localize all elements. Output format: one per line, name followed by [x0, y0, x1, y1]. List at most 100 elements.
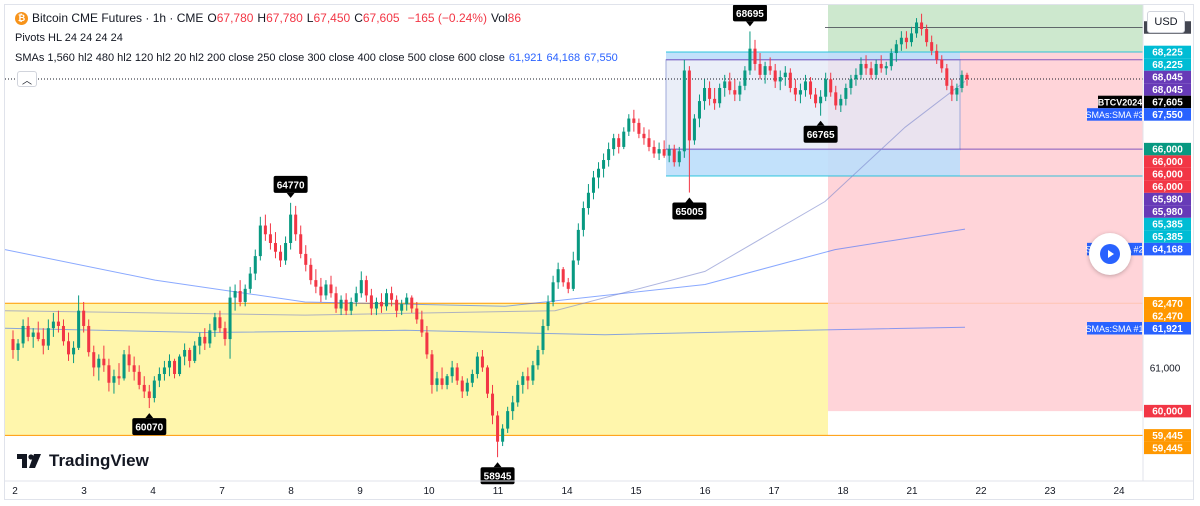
candle-body: [162, 367, 166, 375]
price-tag-text: 66,000: [1152, 145, 1183, 156]
ohlc-value-o: 67,780: [216, 11, 254, 25]
candle: [470, 369, 474, 388]
candle-body: [839, 98, 843, 106]
candle: [940, 55, 944, 73]
candle: [395, 295, 399, 318]
candle: [703, 79, 707, 110]
candle: [682, 59, 686, 158]
candle-body: [228, 297, 232, 340]
candle: [198, 332, 202, 355]
candle: [551, 275, 555, 307]
candle: [657, 142, 661, 161]
candle: [41, 328, 45, 355]
candle: [894, 39, 898, 62]
candle-body: [67, 341, 71, 355]
candle: [364, 275, 368, 302]
candle-body: [440, 378, 444, 385]
candle-body: [617, 138, 621, 147]
candle: [829, 72, 833, 97]
candle-body: [284, 243, 288, 261]
candle: [67, 332, 71, 361]
candle: [258, 216, 262, 261]
price-tag-text: 59,445: [1152, 443, 1183, 454]
candle: [92, 345, 96, 377]
candle: [788, 68, 792, 93]
candle-body: [364, 280, 368, 296]
smas-legend[interactable]: SMAs 1,560 hl2 480 hl2 120 hl2 20 hl2 20…: [15, 52, 618, 64]
price-tag: 68,225: [1144, 58, 1191, 71]
replay-button[interactable]: [1089, 233, 1131, 275]
price-tag-bg: [1144, 83, 1191, 96]
pivot-pointer: [145, 413, 154, 419]
candle-body: [642, 133, 646, 139]
candle: [521, 371, 525, 394]
time-tick-label: 10: [423, 486, 435, 497]
candle-body: [455, 367, 459, 381]
candle: [485, 365, 489, 399]
price-change: −165 (−0.24%): [407, 11, 487, 25]
pivots-label[interactable]: Pivots HL 24 24 24 24: [15, 32, 123, 44]
candle-body: [26, 325, 30, 337]
chart-canvas[interactable]: 60070647705894565005686956676561,00067,0…: [5, 5, 1194, 500]
price-tag-text: 68,225: [1152, 60, 1183, 71]
volume-value: 86: [507, 11, 521, 25]
price-tag-bg: [1144, 108, 1191, 121]
candle-body: [390, 293, 394, 300]
pivot-text: 64770: [277, 180, 305, 191]
target-zone: [828, 5, 1143, 52]
pivots-legend[interactable]: Pivots HL 24 24 24 24: [15, 32, 123, 44]
candle-body: [258, 225, 262, 257]
candle: [960, 70, 964, 93]
candle-body: [233, 291, 237, 298]
sma-tag-bg: [1087, 108, 1142, 121]
candle-body: [879, 63, 883, 69]
candle: [491, 384, 495, 425]
symbol-title[interactable]: Bitcoin CME Futures · 1h · CME: [32, 11, 204, 25]
price-tag-text: 66,000: [1152, 170, 1183, 181]
candle-body: [960, 74, 964, 88]
candle-body: [586, 192, 590, 209]
candle-body: [183, 349, 187, 357]
pivot-pointer: [685, 197, 694, 203]
candle-body: [87, 325, 91, 353]
candle: [253, 249, 257, 281]
time-tick-label: 21: [906, 486, 918, 497]
price-tag-text: 65,980: [1152, 195, 1183, 206]
currency-button[interactable]: USD: [1147, 11, 1185, 33]
candle-body: [157, 374, 161, 381]
candle-body: [147, 391, 151, 399]
candle-body: [657, 149, 661, 154]
candle-body: [450, 367, 454, 377]
candle: [279, 245, 283, 268]
tradingview-logo[interactable]: TradingView: [17, 451, 149, 471]
price-tag-bg: [1144, 322, 1191, 335]
symbol-legend[interactable]: ₿ Bitcoin CME Futures · 1h · CME O67,780…: [15, 11, 521, 25]
candle: [87, 319, 91, 357]
candle-body: [400, 304, 404, 311]
sma-value-1: 61,921: [508, 52, 543, 64]
candle: [778, 70, 782, 91]
candle: [783, 66, 787, 86]
candle: [188, 347, 192, 368]
candle: [647, 129, 651, 152]
price-tag-bg: [1144, 45, 1191, 59]
candle: [385, 288, 389, 311]
time-tick-label: 2: [12, 486, 18, 497]
smas-label[interactable]: SMAs 1,560 hl2 480 hl2 120 hl2 20 hl2 20…: [15, 52, 505, 64]
chart-frame: 60070647705894565005686956676561,00067,0…: [4, 4, 1194, 500]
candle-body: [92, 352, 96, 368]
candle: [889, 48, 893, 71]
candle-body: [829, 79, 833, 93]
candle: [354, 286, 358, 307]
collapse-legend-button[interactable]: ︿: [17, 71, 37, 87]
candle-body: [622, 131, 626, 147]
candle-body: [97, 358, 101, 368]
range-box-bottom-band: [666, 149, 960, 176]
candle-body: [798, 90, 802, 95]
demand-zone: [5, 303, 828, 436]
candle: [450, 360, 454, 383]
price-tag: 68,045: [1144, 83, 1191, 96]
price-tag-text: 64,168: [1152, 245, 1183, 256]
candle-body: [889, 53, 893, 67]
price-tag-text: 65,385: [1152, 220, 1183, 231]
